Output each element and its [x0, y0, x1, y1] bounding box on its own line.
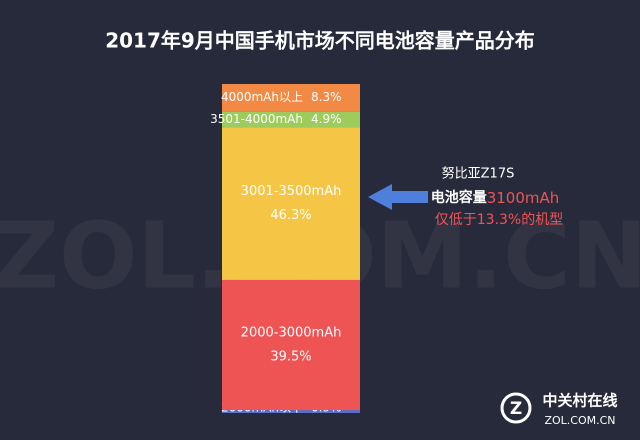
- category-label: 4000mAh以上: [221, 90, 303, 104]
- category-label: 3501-4000mAh: [210, 112, 303, 126]
- logo-icon: [500, 392, 532, 424]
- category-label: 3001-3500mAh: [241, 184, 342, 199]
- value-label: 39.5%: [270, 349, 311, 364]
- stacked-bar: 2000mAh以下0.9%2000-3000mAh39.5%3001-3500m…: [210, 84, 360, 415]
- logo-site: ZOL.COM.CN: [544, 414, 615, 427]
- bar-segment: [222, 127, 360, 280]
- bar-segment: [222, 410, 360, 413]
- bar-segment: [222, 279, 360, 411]
- bar-segment: [222, 111, 360, 128]
- annotation-line1: 努比亚Z17S: [442, 167, 515, 182]
- annotation-line2: 电池容量3100mAh: [431, 189, 560, 207]
- annotation-line3: 仅低于13.3%的机型: [435, 212, 563, 228]
- value-label: 46.3%: [270, 208, 311, 223]
- arrow: [368, 184, 428, 210]
- bar-segment: [222, 84, 360, 112]
- category-label: 2000-3000mAh: [241, 325, 342, 340]
- chart-title: 2017年9月中国手机市场不同电池容量产品分布: [105, 29, 535, 53]
- annotation-label: 电池容量: [431, 189, 487, 206]
- logo-name: 中关村在线: [542, 392, 617, 410]
- value-label: 4.9%: [311, 112, 342, 126]
- logo-icon-letter: Z: [510, 399, 522, 419]
- value-label: 8.3%: [311, 90, 342, 104]
- annotation-value: 3100mAh: [487, 189, 560, 207]
